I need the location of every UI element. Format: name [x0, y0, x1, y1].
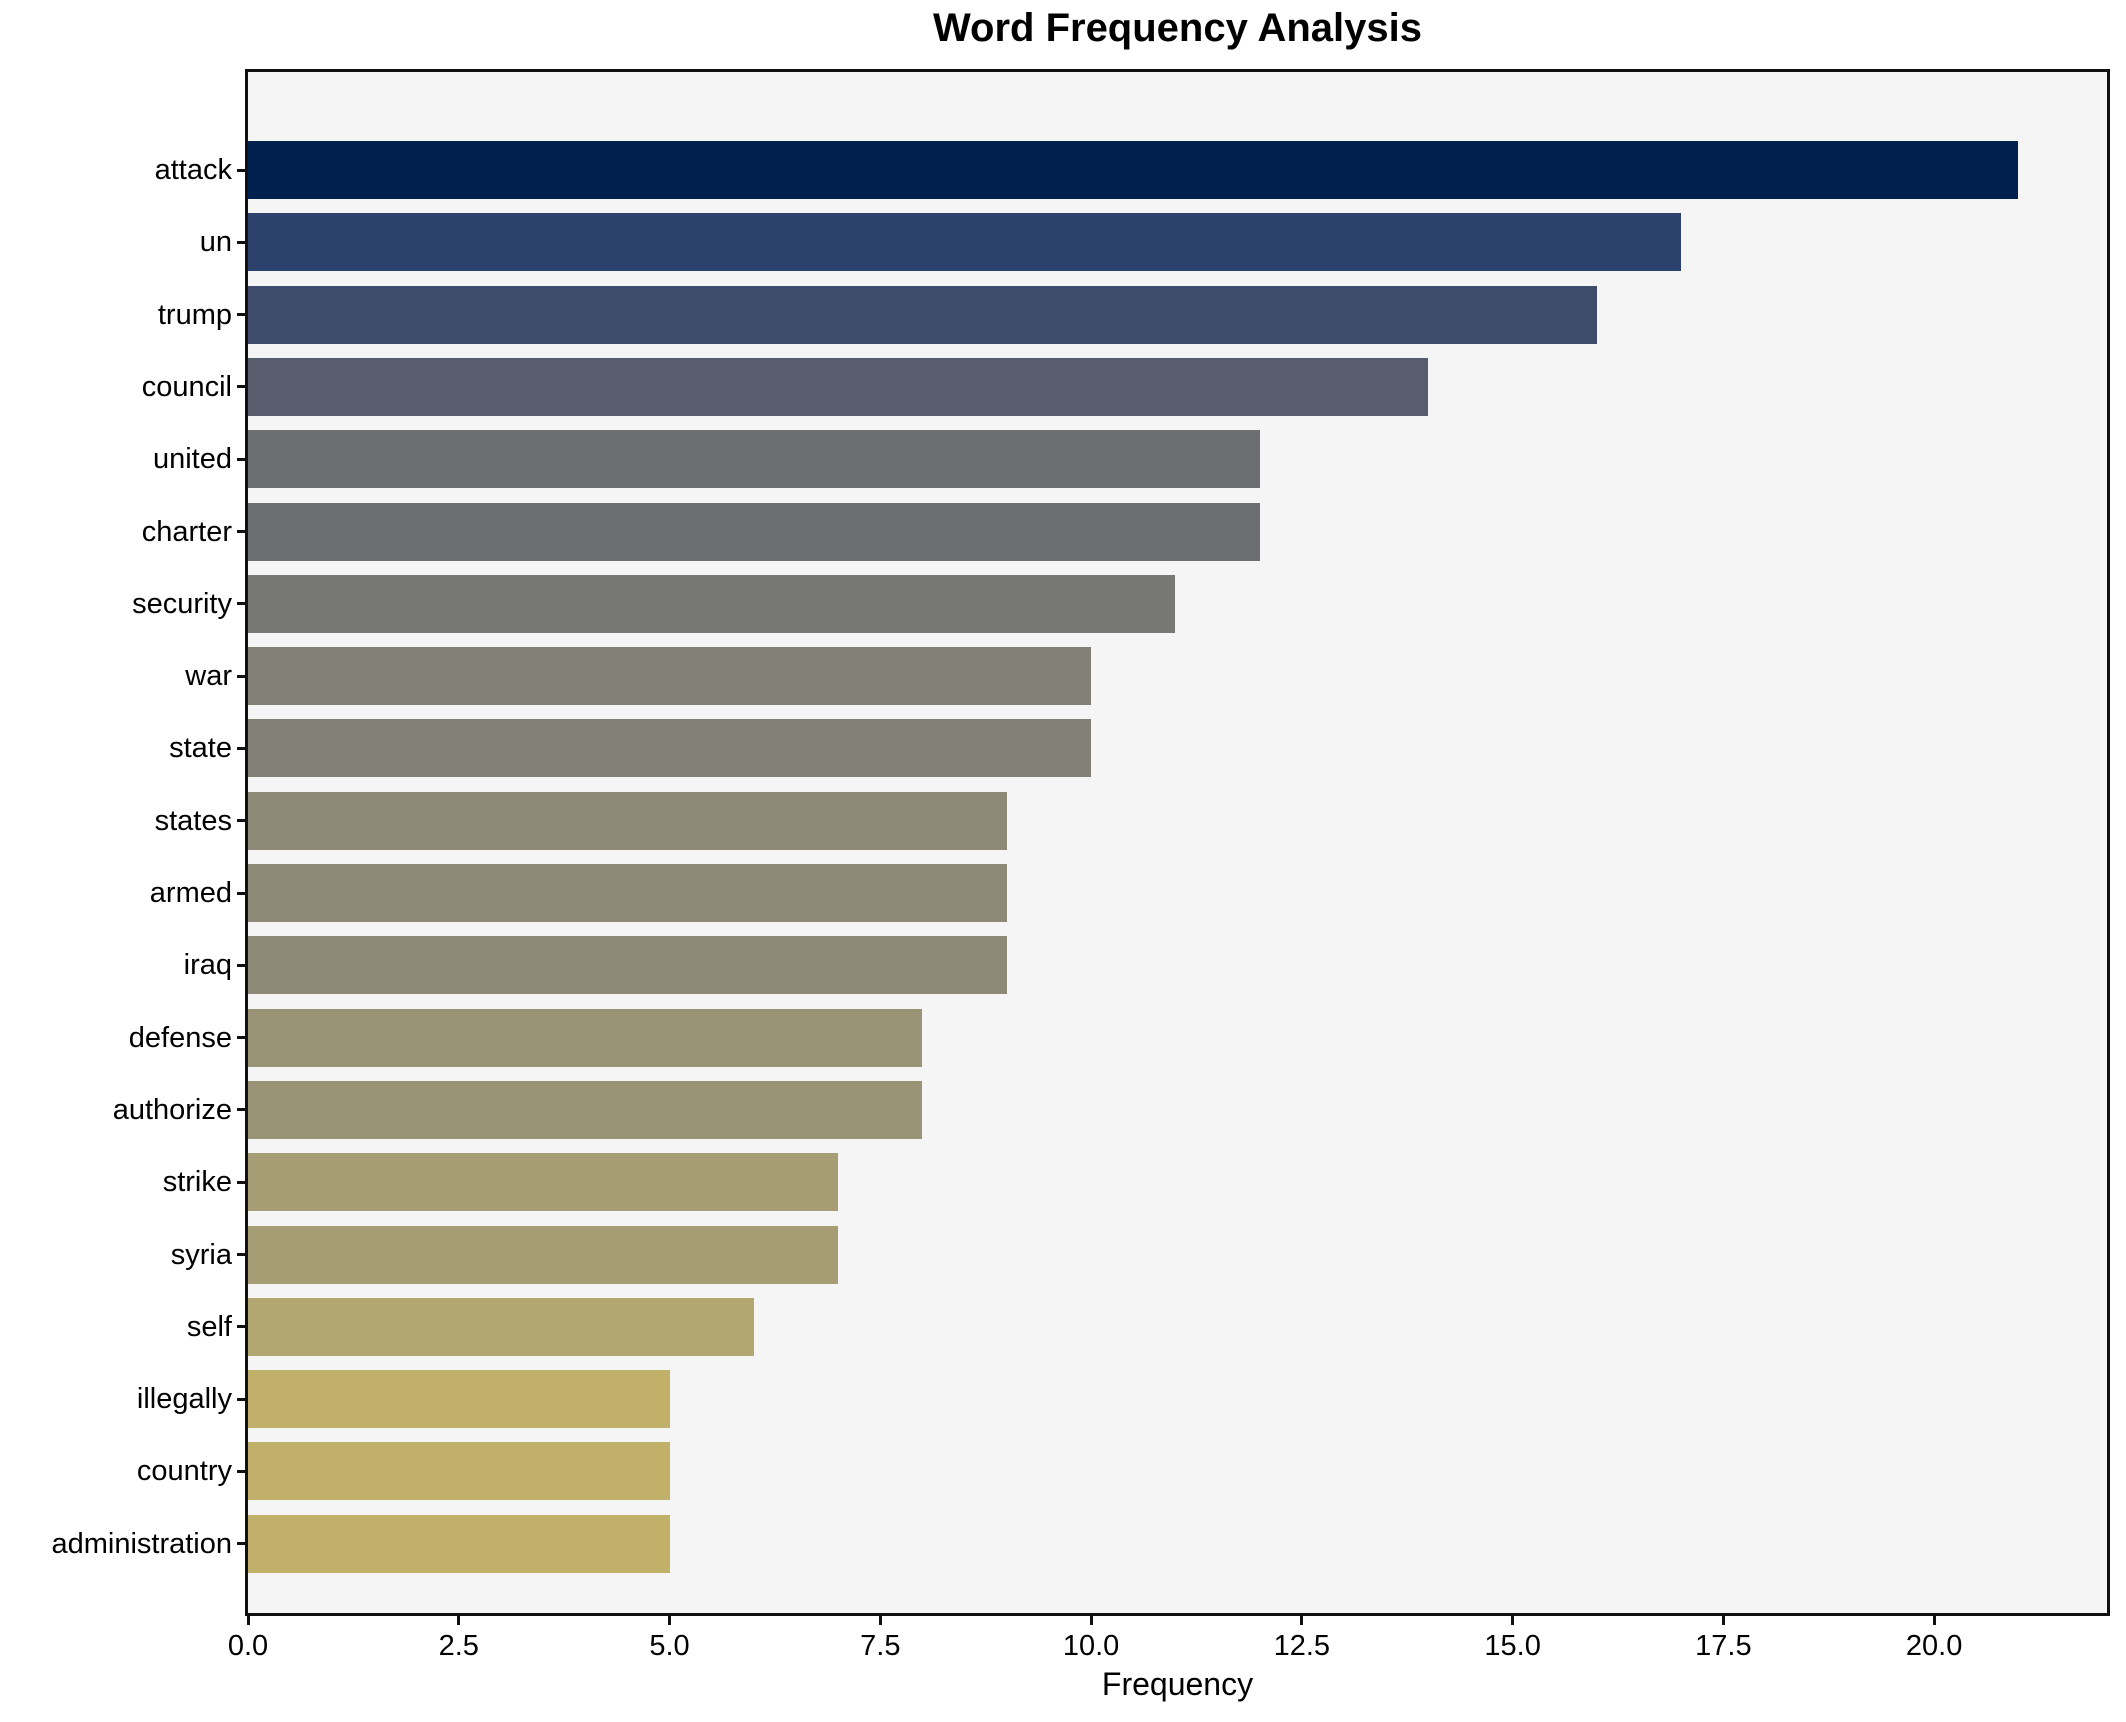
- y-tick-label-strike: strike: [162, 1166, 232, 1199]
- y-tick-mark: [237, 674, 246, 678]
- y-tick-label-security: security: [132, 587, 232, 620]
- bar-united: [248, 430, 1260, 489]
- x-tick-label-12.5: 12.5: [1273, 1630, 1331, 1662]
- x-tick-label-15.0: 15.0: [1484, 1630, 1541, 1662]
- y-tick-label-trump: trump: [157, 298, 232, 331]
- x-tick-mark: [1721, 1615, 1725, 1625]
- x-tick-label-20.0: 20.0: [1905, 1630, 1963, 1662]
- x-tick-label-17.5: 17.5: [1695, 1630, 1752, 1662]
- bar-strike: [248, 1153, 839, 1212]
- chart-title: Word Frequency Analysis: [932, 6, 1423, 50]
- y-tick-label-country: country: [136, 1455, 232, 1488]
- bar-un: [248, 213, 1682, 272]
- bar-states: [248, 791, 1007, 850]
- x-tick-mark: [246, 1615, 250, 1625]
- y-tick-mark: [237, 168, 246, 172]
- y-tick-mark: [237, 1469, 246, 1473]
- y-tick-mark: [237, 963, 246, 967]
- y-tick-mark: [237, 602, 246, 606]
- y-tick-mark: [237, 313, 246, 317]
- bar-self: [248, 1297, 754, 1356]
- y-tick-label-defense: defense: [128, 1021, 232, 1054]
- x-tick-label-2.5: 2.5: [438, 1630, 479, 1662]
- x-axis-label: Frequency: [1101, 1666, 1254, 1702]
- x-tick-label-10.0: 10.0: [1062, 1630, 1120, 1662]
- x-tick-label-5.0: 5.0: [649, 1630, 690, 1662]
- y-tick-mark: [237, 457, 246, 461]
- bar-council: [248, 357, 1429, 416]
- x-tick-mark: [668, 1615, 672, 1625]
- y-tick-mark: [237, 1325, 246, 1329]
- y-tick-mark: [237, 1180, 246, 1184]
- bar-authorize: [248, 1080, 923, 1139]
- y-tick-label-state: state: [169, 732, 232, 765]
- y-tick-label-self: self: [186, 1310, 232, 1343]
- x-tick-mark: [1511, 1615, 1515, 1625]
- x-tick-mark: [1300, 1615, 1304, 1625]
- bar-attack: [248, 141, 2019, 199]
- y-tick-mark: [237, 385, 246, 389]
- bar-armed: [248, 864, 1007, 922]
- bar-trump: [248, 285, 1597, 344]
- x-tick-label-7.5: 7.5: [860, 1630, 901, 1662]
- y-tick-label-un: un: [199, 226, 232, 259]
- x-tick-label-0.0: 0.0: [227, 1630, 269, 1662]
- y-tick-label-armed: armed: [149, 877, 232, 909]
- y-tick-label-states: states: [154, 804, 232, 837]
- y-tick-label-illegally: illegally: [136, 1383, 232, 1416]
- y-tick-label-attack: attack: [154, 154, 232, 186]
- y-tick-mark: [237, 891, 246, 895]
- bar-charter: [248, 502, 1260, 561]
- bar-country: [248, 1442, 670, 1501]
- x-tick-mark: [878, 1615, 882, 1625]
- y-tick-mark: [237, 1542, 246, 1546]
- y-tick-label-authorize: authorize: [112, 1093, 232, 1126]
- x-tick-mark: [1932, 1615, 1936, 1625]
- y-tick-mark: [237, 530, 246, 533]
- bar-security: [248, 574, 1176, 633]
- x-tick-mark: [1089, 1615, 1093, 1625]
- y-tick-label-syria: syria: [170, 1238, 232, 1271]
- bar-defense: [248, 1008, 923, 1067]
- y-tick-mark: [237, 240, 246, 244]
- bar-iraq: [248, 936, 1007, 995]
- y-tick-label-council: council: [141, 370, 232, 403]
- y-tick-mark: [237, 1253, 246, 1256]
- axes: [245, 69, 2110, 1616]
- bar-syria: [248, 1225, 839, 1284]
- bar-administration: [248, 1514, 670, 1573]
- y-tick-mark: [237, 746, 246, 750]
- y-tick-label-iraq: iraq: [183, 949, 232, 982]
- y-tick-label-united: united: [152, 443, 232, 476]
- y-tick-label-charter: charter: [141, 515, 232, 548]
- y-tick-mark: [237, 1108, 246, 1112]
- bar-war: [248, 647, 1092, 706]
- y-tick-mark: [237, 1397, 246, 1401]
- bar-state: [248, 719, 1092, 778]
- y-tick-label-war: war: [185, 660, 232, 693]
- bar-illegally: [248, 1370, 670, 1429]
- y-tick-mark: [237, 819, 246, 823]
- y-tick-label-administration: administration: [51, 1527, 232, 1560]
- x-tick-mark: [457, 1615, 461, 1625]
- y-tick-mark: [237, 1036, 246, 1040]
